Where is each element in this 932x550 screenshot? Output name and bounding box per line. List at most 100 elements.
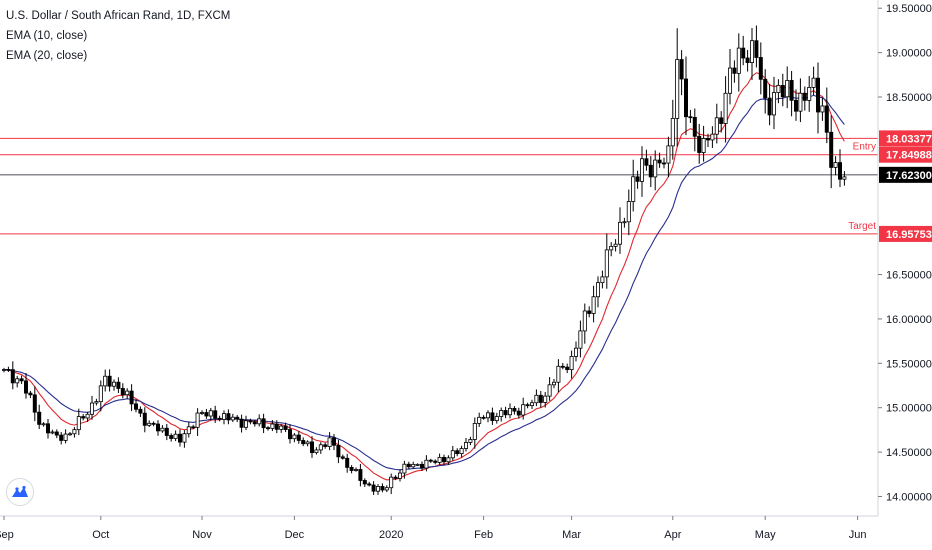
candle-body	[750, 40, 755, 63]
candle-body	[182, 433, 187, 443]
candle-body	[274, 423, 279, 430]
candle	[829, 115, 834, 189]
candle-body	[675, 59, 680, 119]
candle-body	[842, 176, 847, 180]
symbol-title[interactable]: U.S. Dollar / South African Rand, 1D, FX…	[6, 10, 231, 22]
candle	[397, 469, 402, 482]
ema-slow-label[interactable]: EMA (20, close)	[6, 50, 88, 62]
time-tick-label: Jun	[849, 529, 867, 541]
candle-body	[345, 457, 350, 468]
candle	[706, 133, 711, 148]
candle	[50, 429, 55, 435]
candle-body	[741, 47, 746, 59]
candle	[204, 408, 209, 419]
candle	[415, 463, 420, 466]
candle-body	[811, 77, 816, 88]
candle-body	[323, 444, 328, 447]
candle	[701, 125, 706, 162]
candle	[309, 436, 314, 458]
ema-fast-label[interactable]: EMA (10, close)	[6, 30, 88, 42]
candle	[574, 341, 579, 362]
price-tick-label: 18.50000	[886, 92, 932, 104]
candle	[723, 76, 728, 143]
candle	[433, 459, 438, 465]
candle-body	[714, 117, 719, 135]
candle-body	[384, 487, 389, 491]
candle-body	[534, 394, 539, 404]
candle-body	[217, 417, 222, 420]
candle-body	[644, 158, 649, 166]
candle-body	[446, 457, 451, 463]
candle	[697, 123, 702, 164]
candle	[160, 425, 165, 433]
level-price-tag	[879, 225, 932, 242]
candle-body	[578, 330, 583, 349]
candle	[125, 388, 130, 399]
candle	[780, 73, 785, 107]
candle-body	[94, 401, 99, 404]
candle	[569, 350, 574, 379]
level-price-tag	[879, 146, 932, 163]
candle	[147, 420, 152, 427]
candle-body	[657, 159, 662, 164]
candle	[63, 429, 68, 444]
candle	[296, 431, 301, 444]
candle-body	[340, 456, 345, 459]
candle	[133, 399, 138, 413]
candle	[657, 152, 662, 168]
candle	[653, 150, 658, 191]
candle-body	[305, 441, 310, 445]
candle	[314, 447, 319, 455]
candle	[345, 453, 350, 473]
candle	[76, 408, 81, 436]
time-axis: Sep Oct Nov Dec 2020 Feb Mar Apr May Jun	[0, 515, 878, 541]
candle-body	[494, 416, 499, 421]
candle-body	[406, 463, 411, 468]
candle	[353, 467, 358, 472]
candle-body	[838, 162, 843, 180]
price-tick-label: 16.00000	[886, 314, 932, 326]
candle-body	[208, 410, 213, 417]
candle-body	[380, 486, 385, 491]
candle-body	[243, 420, 248, 428]
candle	[468, 436, 473, 446]
candle	[838, 149, 843, 188]
candle-body	[199, 412, 204, 414]
candle-body	[28, 392, 33, 396]
price-tick-label: 15.50000	[886, 358, 932, 370]
candle	[94, 398, 99, 406]
candle	[191, 424, 196, 430]
candle	[107, 369, 112, 392]
candle	[32, 386, 37, 422]
candle	[59, 431, 64, 445]
candle-body	[252, 421, 257, 425]
candle	[239, 414, 244, 433]
candle-body	[235, 416, 240, 420]
candle	[807, 75, 812, 112]
candle	[684, 56, 689, 136]
candle-body	[72, 429, 77, 435]
candle-body	[160, 427, 165, 432]
candle-body	[463, 442, 468, 449]
level-note: Entry	[853, 142, 876, 153]
tradingview-logo-icon[interactable]	[6, 478, 34, 506]
candle	[195, 408, 200, 436]
candle	[46, 419, 51, 439]
candle-body	[455, 450, 460, 455]
price-tick-label: 14.00000	[886, 491, 932, 503]
candle	[221, 410, 226, 425]
candle	[120, 383, 125, 399]
candle	[613, 239, 618, 252]
candle	[142, 407, 147, 433]
candle	[785, 66, 790, 109]
candle	[591, 285, 596, 323]
candle	[578, 320, 583, 358]
candle	[688, 109, 693, 123]
candle-body	[697, 135, 702, 153]
candle-body	[112, 381, 117, 387]
candle	[72, 427, 77, 438]
time-tick-label: 2020	[379, 529, 403, 541]
candle	[151, 421, 156, 427]
candle-body	[728, 67, 733, 94]
